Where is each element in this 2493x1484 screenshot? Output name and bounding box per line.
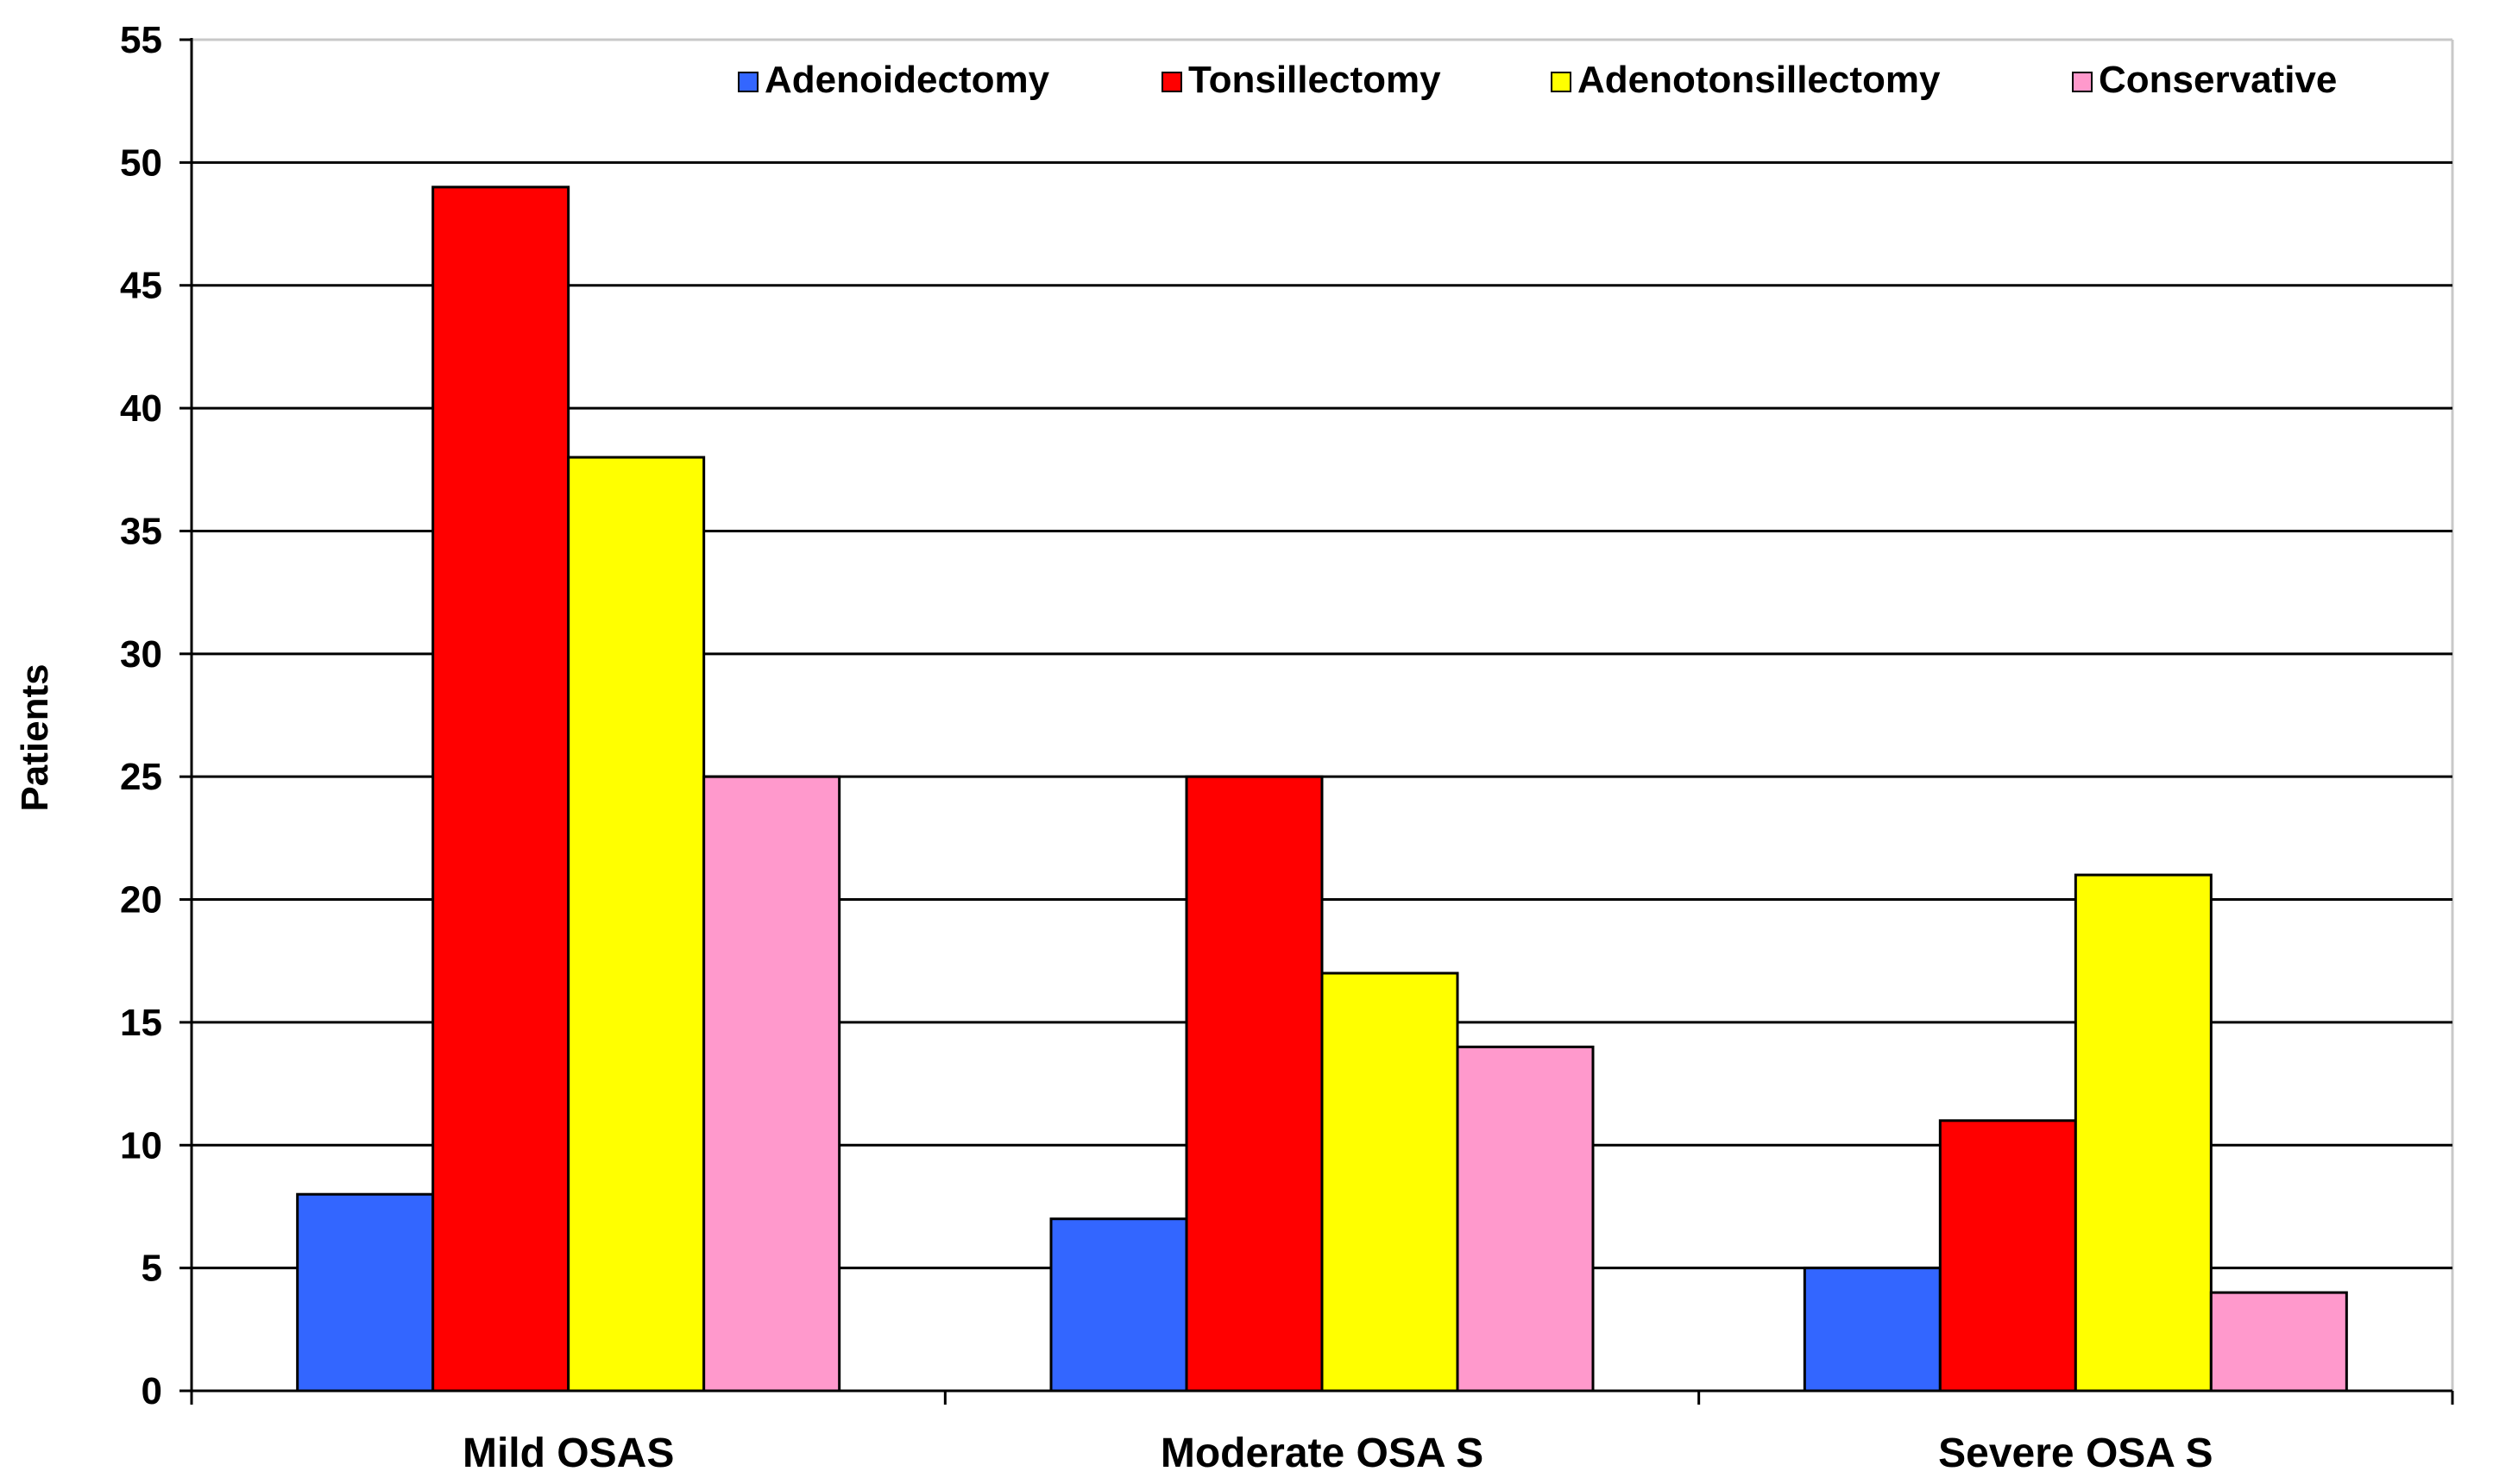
bar-conservative — [702, 775, 841, 1393]
y-tick-label: 20 — [120, 879, 162, 921]
legend-label: Conservative — [2099, 59, 2337, 101]
y-tick-label: 50 — [120, 141, 162, 184]
bar-tonsillectomy — [1185, 775, 1324, 1393]
bar-adenotonsillectomy — [567, 456, 706, 1393]
y-tick-label: 15 — [120, 1002, 162, 1044]
legend-swatch — [1551, 72, 1571, 92]
y-axis-label: Patients — [14, 663, 56, 811]
bars — [296, 186, 2348, 1393]
bar-adenoidectomy — [1803, 1267, 1942, 1393]
y-tick-label: 5 — [142, 1248, 162, 1290]
x-tick-label: Mild OSAS — [463, 1431, 674, 1476]
y-tick-label: 35 — [120, 510, 162, 552]
bar-tonsillectomy — [431, 186, 570, 1393]
bar-conservative — [1456, 1045, 1595, 1393]
legend-swatch — [738, 72, 759, 92]
y-tick-label: 45 — [120, 265, 162, 307]
legend-swatch — [2072, 72, 2093, 92]
legend-label: Adenoidectomy — [765, 59, 1050, 101]
x-tick-label: Moderate OSA S — [1161, 1431, 1483, 1476]
bar-conservative — [2209, 1291, 2348, 1393]
legend: Adenoidectomy Tonsillectomy Adenotonsillec… — [738, 59, 2337, 101]
legend-label: Adenotonsillectomy — [1577, 59, 1941, 101]
bar-adenotonsillectomy — [2074, 873, 2213, 1393]
bar-adenoidectomy — [296, 1192, 435, 1393]
y-tick-label: 25 — [120, 756, 162, 798]
legend-swatch — [1162, 72, 1182, 92]
bar-tonsillectomy — [1938, 1119, 2077, 1393]
y-tick-label: 0 — [142, 1370, 162, 1412]
bar-adenoidectomy — [1049, 1217, 1188, 1393]
bar-adenotonsillectomy — [1320, 972, 1459, 1393]
y-tick-label: 40 — [120, 387, 162, 430]
x-tick-label: Severe OSA S — [1938, 1431, 2213, 1476]
y-tick-label: 30 — [120, 633, 162, 676]
y-tick-label: 55 — [120, 19, 162, 61]
legend-label: Tonsillectomy — [1188, 59, 1441, 101]
y-tick-label: 10 — [120, 1124, 162, 1166]
axes: 0 5 10 15 20 25 30 35 40 45 50 55 Mild OSAS Moderate … — [120, 19, 2454, 1476]
